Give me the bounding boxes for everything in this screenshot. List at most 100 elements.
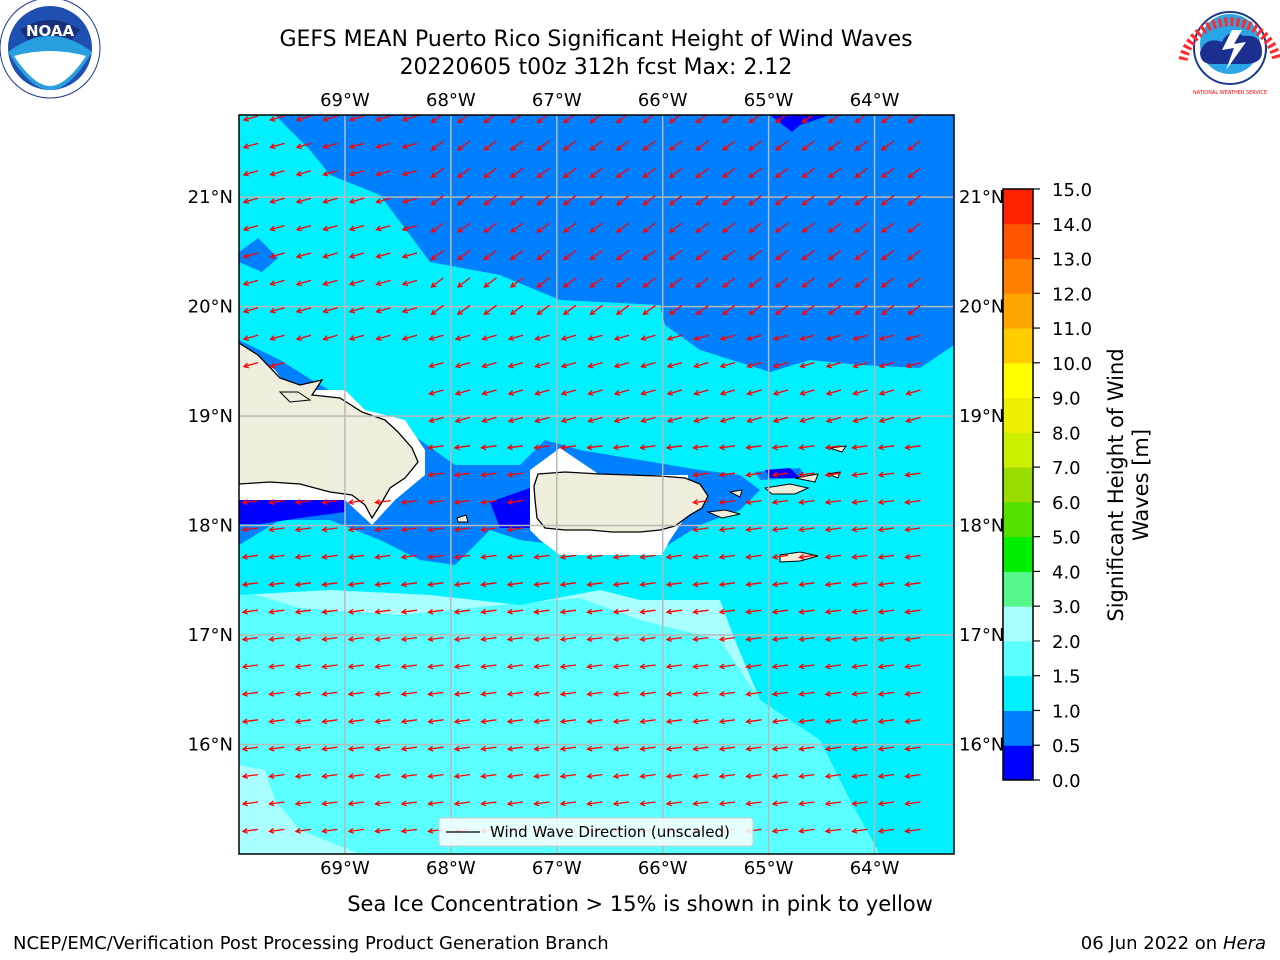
wave-arrow-head [453, 581, 460, 588]
wave-arrow [825, 472, 842, 476]
wave-arrow-head [430, 309, 437, 316]
wave-arrow [640, 445, 656, 449]
wave-arrow-head [589, 199, 596, 206]
wave-arrow-head [509, 199, 517, 206]
wave-arrow-head [904, 471, 911, 478]
wave-arrow-head [268, 608, 275, 615]
wave-arrow [722, 277, 736, 288]
wave-arrow-head [825, 417, 833, 424]
wave-arrow-head [877, 608, 884, 615]
wave-arrow-head [824, 663, 831, 670]
wave-arrow [772, 719, 789, 723]
wave-arrow [825, 499, 842, 504]
wave-arrow-head [534, 362, 541, 369]
wave-arrow [535, 389, 550, 395]
wave-arrow [828, 167, 842, 178]
wave-arrow [295, 691, 312, 696]
wave-arrow-head [774, 309, 782, 316]
wave-arrow [560, 691, 577, 696]
wave-arrow [669, 249, 683, 261]
colorbar-segment [1003, 710, 1033, 746]
wave-arrow-head [506, 553, 513, 560]
wave-arrow-head [453, 444, 460, 451]
wave-arrow-head [453, 800, 460, 807]
wave-arrow-head [321, 745, 328, 752]
wave-arrow [746, 527, 762, 531]
wave-arrow [720, 334, 736, 340]
wave-arrow [322, 773, 338, 778]
wave-arrow [746, 636, 762, 641]
wave-arrow [428, 554, 444, 559]
wave-arrow [242, 719, 259, 723]
wave-arrow [243, 224, 259, 231]
chart-title: GEFS MEAN Puerto Rico Significant Height… [279, 27, 913, 52]
wave-arrow [482, 361, 497, 368]
wave-arrow [508, 389, 524, 395]
wave-arrow [563, 167, 577, 178]
wave-arrow-head [745, 553, 752, 560]
wave-arrow-head [824, 499, 831, 506]
wave-arrow [348, 828, 365, 833]
wave-arrow [643, 277, 656, 288]
wave-arrow [269, 582, 285, 586]
wave-arrow-head [904, 800, 911, 807]
wave-arrow-head [269, 198, 276, 204]
wave-arrow-head [430, 199, 437, 206]
wave-arrow-head [745, 581, 752, 588]
wave-arrow [773, 334, 789, 340]
wave-arrow-head [374, 718, 381, 725]
wave-arrow-head [639, 444, 646, 451]
wave-arrow [431, 195, 444, 206]
wave-arrow-head [347, 608, 354, 615]
wave-arrow [375, 582, 391, 586]
wave-arrow-head [718, 718, 725, 725]
wave-arrow-head [295, 143, 303, 150]
wave-arrow-head [692, 773, 699, 780]
colorbar-segment [1003, 397, 1033, 433]
wave-arrow-head [695, 254, 702, 261]
wave-arrow [616, 195, 630, 206]
wave-arrow-head [562, 227, 570, 233]
wave-arrow-head [851, 690, 858, 697]
wave-arrow-head [880, 282, 888, 288]
lat-tick-label-left: 16°N [188, 735, 233, 756]
wave-arrow-head [268, 526, 275, 533]
wave-arrow [772, 773, 789, 778]
wave-arrow-head [427, 581, 434, 588]
wave-arrow [722, 140, 736, 151]
wave-arrow [722, 304, 736, 315]
wave-band-1.5-2 [239, 590, 880, 854]
wave-arrow-head [242, 307, 250, 314]
nws-logo: NATIONAL WEATHER SERVICE [1178, 0, 1280, 98]
wave-arrow-head [241, 800, 248, 807]
wave-arrow-head [774, 199, 782, 206]
wave-arrow [295, 664, 312, 668]
wave-arrow [295, 828, 312, 833]
wave-arrow-head [480, 553, 487, 560]
wave-arrow-head [534, 417, 541, 424]
wave-arrow [879, 389, 895, 395]
wave-arrow [560, 636, 577, 641]
wave-arrow [694, 416, 709, 423]
wave-arrow-head [483, 117, 490, 124]
wave-arrow [296, 252, 312, 258]
wave-arrow-head [801, 117, 808, 124]
wave-arrow-head [586, 690, 593, 697]
wave-arrow [825, 719, 842, 723]
wave-arrow-head [880, 145, 888, 151]
wave-arrow-head [718, 663, 725, 670]
graticule [239, 115, 954, 854]
wave-arrow-head [536, 254, 543, 261]
wave-arrow-head [586, 581, 593, 588]
wave-arrow [908, 140, 921, 151]
wave-arrow [508, 361, 524, 368]
wave-arrow [457, 222, 471, 233]
wave-arrow [878, 719, 895, 723]
wave-arrow [296, 197, 312, 203]
wave-arrow-head [851, 773, 858, 780]
wave-arrow-head [321, 773, 328, 780]
wave-arrow [534, 801, 550, 805]
wave-arrow-head [748, 227, 755, 233]
wave-arrow [905, 636, 921, 641]
wave-arrow-head [483, 145, 490, 151]
